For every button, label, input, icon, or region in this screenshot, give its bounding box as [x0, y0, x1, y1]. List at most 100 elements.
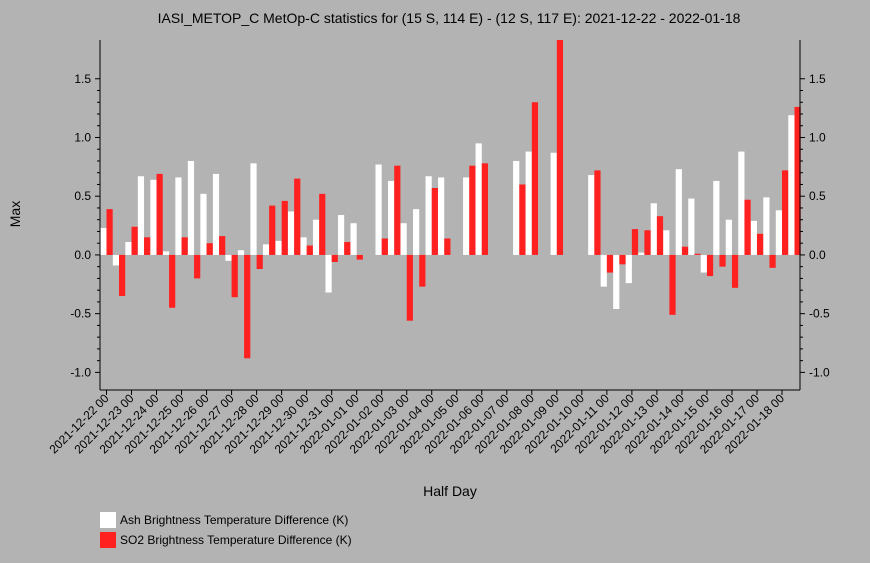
so2-bar-14: [281, 200, 288, 255]
ash-bar-43: [638, 252, 645, 255]
so2-bar-39: [594, 170, 601, 255]
ash-bar-12: [250, 163, 257, 255]
ash-bar-5: [162, 251, 170, 255]
so2-bar-20: [356, 254, 363, 260]
ash-bar-46: [675, 169, 682, 255]
ash-bar-33: [513, 160, 520, 255]
ash-bar-55: [788, 115, 795, 255]
so2-bar-49: [719, 254, 726, 267]
ash-bar-22: [375, 164, 382, 255]
ash-bar-14: [275, 240, 282, 255]
so2-bar-0: [106, 209, 113, 255]
ash-bar-9: [212, 173, 220, 255]
y-tick-label-left: -1.0: [70, 365, 91, 379]
so2-bar-26: [431, 187, 438, 255]
ash-bar-7: [187, 160, 195, 255]
so2-bar-8: [206, 243, 213, 255]
so2-bar-51: [744, 199, 751, 255]
ash-bar-45: [663, 230, 670, 255]
ash-bar-26: [425, 176, 432, 255]
so2-bar-44: [656, 216, 664, 255]
so2-bar-45: [669, 254, 676, 315]
ash-bar-8: [200, 193, 207, 255]
so2-bar-23: [394, 165, 401, 255]
ash-bar-53: [763, 197, 770, 255]
legend-label-ash: Ash Brightness Temperature Difference (K…: [120, 513, 348, 527]
ash-bar-6: [175, 177, 182, 255]
so2-bar-19: [344, 242, 351, 255]
so2-bar-36: [556, 40, 564, 255]
ash-bar-24: [400, 223, 407, 255]
y-tick-label-left: -0.5: [70, 307, 91, 321]
y-tick-label-right: -1.0: [809, 365, 830, 379]
legend-swatch-ash: [100, 512, 116, 528]
so2-bar-16: [306, 245, 313, 255]
ash-bar-34: [525, 151, 532, 255]
legend-swatch-so2: [100, 532, 116, 548]
so2-bar-52: [756, 233, 764, 255]
y-tick-label-left: 0.5: [74, 189, 91, 203]
y-tick-label-right: 0.0: [809, 248, 826, 262]
so2-bar-53: [769, 254, 776, 268]
so2-bar-1: [119, 254, 126, 297]
so2-bar-18: [331, 254, 338, 262]
ash-bar-20: [350, 223, 357, 255]
y-axis-label: Max: [7, 201, 23, 227]
so2-bar-24: [406, 254, 413, 321]
so2-bar-27: [444, 238, 451, 255]
ash-bar-36: [550, 152, 557, 255]
ash-bar-54: [775, 210, 782, 255]
ash-bar-10: [225, 254, 232, 261]
y-ticks: -1.0 -1.0 -0.5 -0.5 0.0 0.0 0.5 0.5 1.0 1.0 1.5 1.5: [70, 72, 830, 380]
plot-area: -1.0 -1.0 -0.5 -0.5 0.0 0.0 0.5 0.5 1.0 1.0 1.5 1.5…: [47, 40, 830, 456]
so2-bar-40: [606, 254, 614, 273]
ash-bar-18: [325, 254, 332, 293]
ash-bar-15: [287, 211, 295, 255]
ash-bar-3: [137, 176, 145, 255]
so2-bar-46: [681, 246, 689, 255]
y-tick-label-right: 0.5: [809, 189, 826, 203]
chart-title: IASI_METOP_C MetOp-C statistics for (15 …: [158, 10, 741, 26]
x-axis-label: Half Day: [423, 483, 477, 499]
y-tick-label-right: 1.0: [809, 130, 826, 144]
y-tick-label-right: 1.5: [809, 72, 826, 86]
bars-layer: [100, 40, 801, 359]
ash-bar-30: [475, 143, 482, 255]
ash-bar-48: [700, 254, 707, 273]
so2-bar-12: [256, 254, 263, 270]
legend: Ash Brightness Temperature Difference (K…: [100, 512, 352, 548]
legend-label-so2: SO2 Brightness Temperature Difference (K…: [120, 533, 352, 547]
ash-bar-11: [237, 250, 245, 255]
ash-bar-0: [100, 227, 107, 255]
ash-bar-17: [312, 219, 320, 255]
ash-bar-51: [738, 151, 745, 255]
so2-bar-42: [631, 229, 639, 255]
ash-bar-1: [112, 254, 120, 266]
so2-bar-30: [481, 163, 488, 255]
y-tick-label-left: 1.5: [74, 72, 91, 86]
so2-bar-13: [269, 205, 276, 255]
ash-bar-25: [413, 209, 420, 255]
ash-bar-52: [750, 220, 757, 255]
so2-bar-55: [794, 106, 801, 255]
ash-bar-47: [688, 198, 695, 255]
ash-bar-4: [150, 179, 157, 255]
so2-bar-29: [469, 165, 476, 255]
so2-bar-15: [294, 178, 301, 255]
ash-bar-19: [337, 215, 345, 255]
so2-bar-43: [644, 230, 651, 255]
so2-bar-6: [181, 237, 188, 255]
so2-bar-25: [419, 254, 426, 287]
so2-bar-9: [219, 236, 226, 255]
ash-bar-50: [725, 219, 732, 255]
so2-bar-4: [156, 173, 163, 255]
so2-bar-7: [194, 254, 201, 279]
ash-bar-42: [625, 254, 632, 284]
so2-bar-2: [131, 226, 138, 255]
so2-bar-22: [381, 238, 388, 255]
ash-bar-29: [463, 177, 470, 255]
y-tick-label-right: -0.5: [809, 307, 830, 321]
so2-bar-50: [731, 254, 739, 288]
so2-bar-11: [244, 254, 251, 359]
